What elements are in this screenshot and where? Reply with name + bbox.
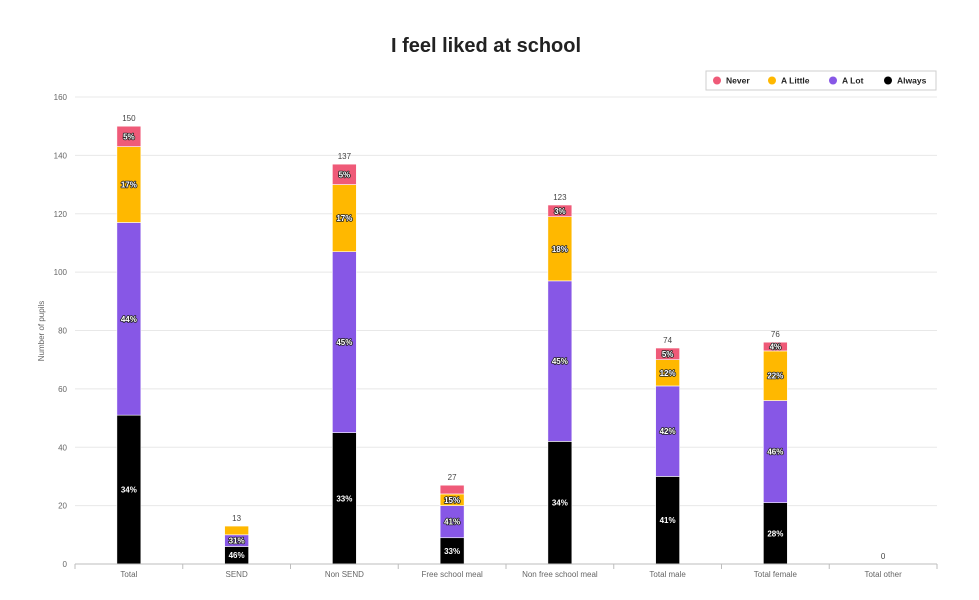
bar-total-label: 150 xyxy=(122,114,136,123)
segment-value-label: 28% xyxy=(767,529,783,538)
legend-box xyxy=(705,70,937,91)
segment-value-label: 33% xyxy=(336,494,352,503)
bar-total-label: 0 xyxy=(881,552,886,561)
bar-segment-a-little xyxy=(763,350,788,401)
legend-label: Never xyxy=(726,76,750,86)
bar-total-label: 27 xyxy=(448,473,457,482)
bar-segment-a-little xyxy=(332,184,357,252)
segment-value-label: 4% xyxy=(770,343,782,352)
segment-value-label: 41% xyxy=(660,516,676,525)
y-tick-label-40: 40 xyxy=(58,443,67,452)
bar-segment-a-little xyxy=(224,525,249,536)
segment-value-label: 46% xyxy=(767,448,783,457)
segment-value-label: 41% xyxy=(444,518,460,527)
x-tick-label: Free school meal xyxy=(421,570,483,579)
data-labels: 34% 44% 17% 5% 150 46% 31% 13 33% 45% 17% 5% 137 33% 4… xyxy=(120,114,886,561)
bar-total-label: 13 xyxy=(232,514,241,523)
bar-segment-never xyxy=(547,204,573,217)
segment-value-label: 18% xyxy=(552,245,568,254)
chart-title: I feel liked at school xyxy=(391,35,581,57)
segment-value-label: 3% xyxy=(554,207,566,216)
bar-segment-a-little xyxy=(547,216,573,282)
bar-segment-a-little xyxy=(655,359,680,387)
y-tick-label-20: 20 xyxy=(58,502,67,511)
y-tick-label-60: 60 xyxy=(58,385,67,394)
bar-segment-a-lot xyxy=(763,400,788,504)
bar-segment-a-lot xyxy=(116,222,142,416)
legend-item-a-lot: A Lot xyxy=(829,76,864,86)
bar-segment-a-lot xyxy=(547,280,573,442)
bar-segment-never xyxy=(655,347,680,360)
y-axis-title: Number of pupils xyxy=(37,301,46,361)
segment-value-label: 17% xyxy=(336,214,352,223)
segment-value-label: 42% xyxy=(660,427,676,436)
bar-segment-never xyxy=(116,125,142,147)
x-tick-label: Non SEND xyxy=(325,570,364,579)
legend-swatch xyxy=(713,76,721,85)
x-tick-label: Total other xyxy=(864,570,902,579)
bar-segment-a-little xyxy=(116,146,142,223)
legend-swatch xyxy=(829,76,837,85)
gridlines xyxy=(75,96,937,507)
x-tick-label: Total xyxy=(120,570,137,579)
legend-label: A Little xyxy=(781,76,810,86)
segment-value-label: 33% xyxy=(444,547,460,556)
segment-value-label: 31% xyxy=(229,537,245,546)
legend-item-always: Always xyxy=(884,76,927,86)
axes: 0 20 40 60 80 100 120 140 160 Total SEND Non SEND Fr… xyxy=(54,93,938,579)
bar-total-label: 123 xyxy=(553,193,567,202)
segment-value-label: 34% xyxy=(121,486,137,495)
bar-total-label: 74 xyxy=(663,336,672,345)
segment-value-label: 45% xyxy=(552,357,568,366)
x-tick-label: Total female xyxy=(754,570,798,579)
y-tick-label-160: 160 xyxy=(54,93,68,102)
segment-value-label: 17% xyxy=(121,181,137,190)
bar-segment-a-lot xyxy=(439,505,465,539)
segment-value-label: 5% xyxy=(662,350,674,359)
segment-value-label: 45% xyxy=(336,338,352,347)
segment-value-label: 22% xyxy=(767,372,783,381)
bar-segment-always xyxy=(116,414,142,565)
segment-value-label: 34% xyxy=(552,499,568,508)
legend-label: Always xyxy=(897,76,927,86)
bar-segment-a-lot xyxy=(332,251,357,433)
bar-total-label: 137 xyxy=(338,152,352,161)
segment-value-label: 15% xyxy=(444,496,460,505)
bar-total-label: 76 xyxy=(771,330,780,339)
segment-value-label: 5% xyxy=(339,170,351,179)
bar-segment-a-lot xyxy=(655,385,680,477)
legend-item-never: Never xyxy=(713,76,750,86)
segment-value-label: 46% xyxy=(229,551,245,560)
legend-item-a-little: A Little xyxy=(768,76,810,86)
y-tick-label-100: 100 xyxy=(54,268,68,277)
segment-value-label: 12% xyxy=(660,369,676,378)
bar-segment-never xyxy=(763,341,788,352)
x-tick-label: Total male xyxy=(649,570,686,579)
segment-value-label: 44% xyxy=(121,315,137,324)
x-tick-label: SEND xyxy=(226,570,248,579)
y-tick-label-140: 140 xyxy=(54,151,68,160)
y-tick-label-0: 0 xyxy=(63,560,68,569)
legend-swatch xyxy=(884,76,892,85)
x-tick-label: Non free school meal xyxy=(522,570,598,579)
legend-label: A Lot xyxy=(842,76,864,86)
bar-segment-never xyxy=(439,484,465,495)
bar-segment-always xyxy=(547,441,573,565)
bars xyxy=(116,125,788,565)
y-tick-label-80: 80 xyxy=(58,327,67,336)
legend: Never A Little A Lot Always xyxy=(705,70,937,91)
y-tick-label-120: 120 xyxy=(54,210,68,219)
legend-swatch xyxy=(768,76,776,85)
bar-segment-never xyxy=(332,163,357,185)
bar-segment-always xyxy=(332,432,357,565)
segment-value-label: 5% xyxy=(123,132,135,141)
